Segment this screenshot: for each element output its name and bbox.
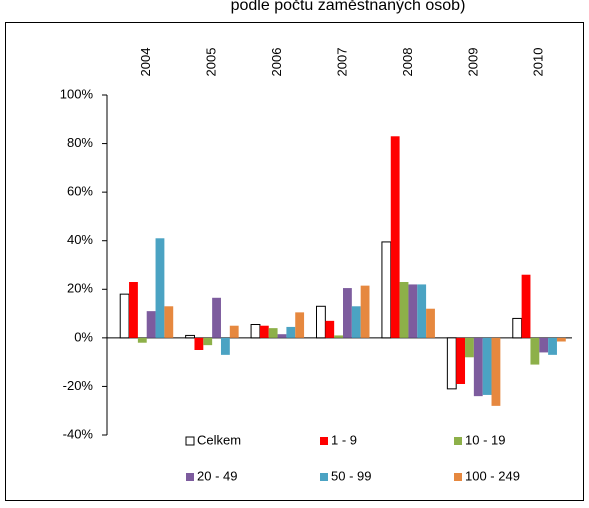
bar bbox=[295, 312, 305, 338]
x-tick-label: 2007 bbox=[334, 48, 349, 77]
bar bbox=[491, 337, 501, 406]
y-tick-label: 0% bbox=[74, 329, 93, 344]
bar bbox=[390, 136, 400, 338]
bar bbox=[212, 297, 221, 338]
bar bbox=[482, 337, 492, 395]
bar bbox=[343, 288, 352, 338]
bar bbox=[203, 337, 213, 346]
bar bbox=[351, 306, 361, 338]
legend-swatch bbox=[185, 436, 195, 446]
bar bbox=[417, 284, 427, 338]
legend-swatch bbox=[454, 473, 462, 481]
bar bbox=[164, 306, 174, 338]
y-tick-label: 100% bbox=[60, 86, 94, 101]
bar bbox=[220, 337, 230, 355]
bar bbox=[381, 241, 392, 339]
chart-frame bbox=[5, 22, 584, 501]
legend-swatch bbox=[320, 437, 328, 445]
legend-label: 10 - 19 bbox=[465, 432, 505, 447]
legend-swatch bbox=[454, 437, 462, 445]
bar bbox=[334, 335, 343, 338]
x-tick-label: 2004 bbox=[138, 48, 153, 77]
bar bbox=[185, 334, 195, 339]
bar bbox=[277, 334, 287, 338]
bar bbox=[129, 282, 138, 338]
y-tick-label: 20% bbox=[67, 281, 93, 296]
bar bbox=[286, 326, 296, 338]
legend-label: Celkem bbox=[197, 432, 241, 447]
y-tick-label: 60% bbox=[67, 184, 93, 199]
legend-label: 20 - 49 bbox=[197, 468, 237, 483]
bar bbox=[456, 337, 466, 384]
bar bbox=[137, 337, 147, 343]
bar bbox=[556, 337, 566, 342]
bar bbox=[530, 337, 540, 365]
bar bbox=[539, 337, 549, 353]
bar bbox=[360, 285, 370, 338]
legend-swatch bbox=[320, 473, 328, 481]
y-tick-label: -40% bbox=[63, 426, 94, 441]
y-tick-label: 80% bbox=[67, 135, 93, 150]
legend-label: 50 - 99 bbox=[331, 468, 371, 483]
bar bbox=[512, 317, 523, 339]
bar bbox=[408, 284, 418, 338]
bar bbox=[465, 337, 474, 358]
bar bbox=[325, 320, 335, 338]
bar bbox=[446, 337, 457, 390]
bar bbox=[399, 282, 409, 338]
x-tick-label: 2005 bbox=[204, 48, 219, 77]
y-tick-label: -20% bbox=[63, 378, 94, 393]
bar bbox=[250, 324, 261, 339]
bar bbox=[316, 305, 326, 339]
legend-label: 1 - 9 bbox=[331, 432, 357, 447]
x-tick-label: 2010 bbox=[531, 48, 546, 77]
bar bbox=[426, 308, 435, 338]
bar bbox=[521, 274, 531, 338]
bar bbox=[229, 325, 239, 338]
bar bbox=[473, 337, 483, 397]
bar bbox=[119, 293, 130, 339]
bar bbox=[146, 311, 156, 338]
bar bbox=[259, 325, 269, 338]
legend-label: 100 - 249 bbox=[465, 468, 520, 483]
x-tick-label: 2009 bbox=[465, 48, 480, 77]
legend-swatch bbox=[186, 473, 194, 481]
x-tick-label: 2008 bbox=[400, 48, 415, 77]
bar bbox=[548, 337, 557, 355]
chart-title: podle počtu zaměstnaných osob) bbox=[231, 0, 466, 14]
y-tick-label: 40% bbox=[67, 232, 93, 247]
bar bbox=[194, 337, 204, 350]
bar bbox=[268, 328, 278, 338]
bar bbox=[155, 238, 165, 338]
x-tick-label: 2006 bbox=[269, 48, 284, 77]
